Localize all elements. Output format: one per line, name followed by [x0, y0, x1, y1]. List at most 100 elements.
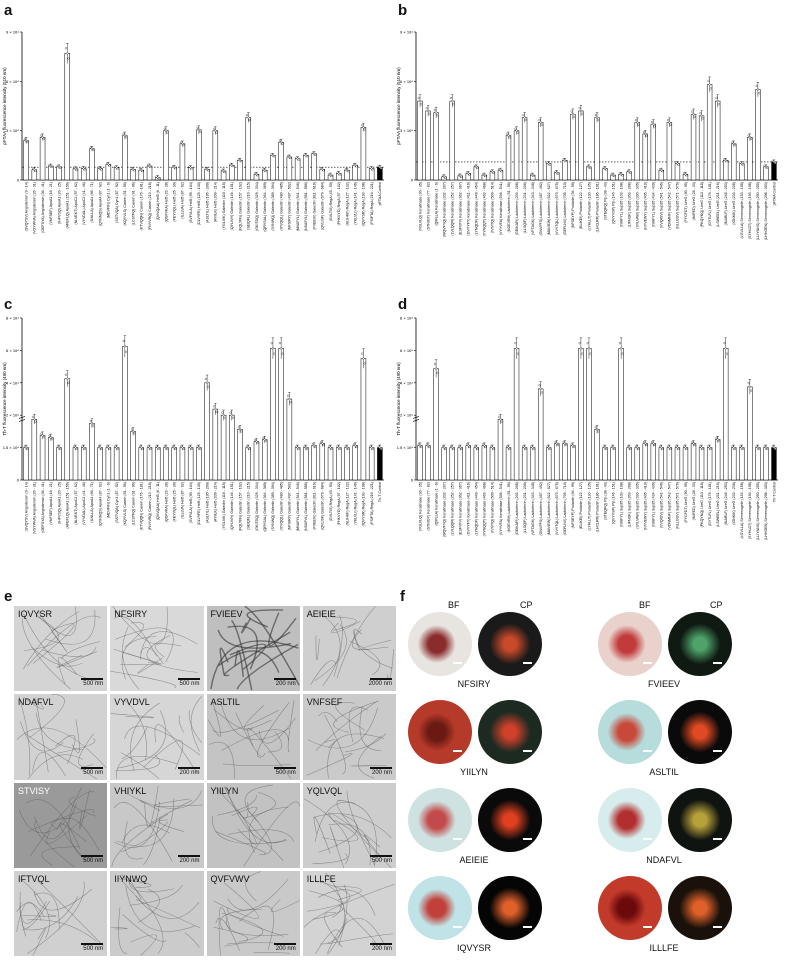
- data-point: [643, 131, 646, 134]
- category-label: (LVLQQR) Keratinase (252 - 257): [451, 182, 455, 235]
- category-label: (IHFVSQ) ApoA1 (20 - 25): [57, 182, 61, 224]
- category-label: (IVIVTQ) Keratinase (509 - 514): [491, 182, 495, 233]
- bar: [113, 447, 120, 481]
- data-point: [320, 441, 323, 444]
- category-label: (WQVFYQ) Keratinase (202 - 207): [442, 482, 446, 537]
- tem-peptide-label: NFSIRY: [114, 609, 148, 619]
- congo-peptide-label: YIILYN: [460, 767, 488, 777]
- bar: [163, 130, 169, 181]
- data-point: [546, 445, 549, 448]
- data-point: [667, 445, 670, 448]
- data-point: [42, 436, 45, 439]
- fibril-texture: [110, 606, 198, 690]
- y-tick-label: 3 × 10⁴: [6, 128, 19, 133]
- bar: [650, 443, 656, 481]
- bar: [505, 447, 512, 481]
- chart-b: 9 × 10⁴ 6 × 10⁴ 3 × 10⁴ 0 pFTAA fluorescence…: [396, 30, 778, 240]
- scale-bar: 500 nm: [177, 678, 200, 687]
- bf-image: [598, 788, 662, 852]
- data-point: [669, 123, 672, 126]
- bar: [634, 447, 640, 481]
- fibril-texture: [303, 872, 395, 955]
- data-point: [425, 443, 428, 446]
- data-point: [287, 394, 290, 397]
- data-point: [739, 445, 742, 448]
- data-point: [771, 445, 774, 448]
- data-point: [106, 445, 109, 448]
- bar: [706, 447, 713, 481]
- category-label: (VVYTQL) Lactoferrin (670 - 675): [555, 182, 559, 235]
- category-label: (IHFVSQ) ApoA1 (20 - 25): [57, 482, 61, 524]
- category-label: (VNFSEF) ApoA1 (16 - 21): [49, 182, 53, 225]
- data-point: [579, 109, 582, 112]
- bar: [294, 447, 301, 481]
- category-label: (LHCLRR) Prolactin (186 - 191): [595, 482, 599, 532]
- tem-image: YIILYN: [206, 782, 300, 868]
- data-point: [116, 167, 119, 170]
- data-point: [59, 447, 62, 450]
- axis-break: [18, 419, 26, 422]
- scale-bar: 200 nm: [370, 766, 392, 776]
- data-point: [668, 121, 671, 124]
- category-label: (FYCFDT) UreG (90 - 95): [684, 182, 688, 223]
- bar: [755, 89, 761, 181]
- data-point: [427, 444, 430, 447]
- data-point: [25, 446, 28, 449]
- data-point: [570, 110, 573, 113]
- data-point: [149, 447, 152, 450]
- data-point: [174, 167, 177, 170]
- category-label: (LVLQQR) Keratinase (252 - 257): [451, 482, 455, 535]
- data-point: [581, 352, 584, 355]
- data-point: [436, 372, 439, 375]
- data-point: [514, 342, 517, 345]
- scale-bar: [713, 662, 722, 664]
- data-point: [562, 441, 565, 444]
- category-label: (LHCLRR) Prolactin (186 - 191): [595, 182, 599, 232]
- data-point: [436, 114, 439, 117]
- data-point: [264, 440, 267, 443]
- bar: [449, 447, 455, 481]
- congo-peptide-label: NFSIRY: [457, 679, 491, 689]
- category-label: (ISNFYL) Sup35 (103 - 108): [619, 482, 623, 527]
- bar: [146, 165, 153, 181]
- category-label: (QVLISF) Galectin (679 - 684): [321, 182, 325, 230]
- data-point: [452, 103, 455, 106]
- data-point: [81, 445, 84, 448]
- data-point: [164, 446, 168, 449]
- data-point: [108, 164, 111, 167]
- tem-image: AEIEIE 2000 nm: [302, 606, 396, 692]
- data-point: [709, 447, 712, 450]
- bar: [270, 348, 276, 481]
- category-label: (GVYYFY) Keratinase (411 - 416): [467, 182, 471, 235]
- data-point: [49, 436, 52, 439]
- category-label: (FVEEIV) Galectin (611 - 616): [312, 182, 316, 230]
- data-point: [100, 447, 103, 450]
- data-point: [122, 132, 125, 135]
- data-point: [491, 446, 494, 449]
- data-point: [708, 446, 711, 449]
- bf-image: [408, 876, 472, 940]
- data-point: [755, 84, 758, 87]
- bar: [578, 348, 584, 481]
- data-point: [354, 444, 357, 447]
- category-label: (PKQYNQ) UreG (113 - 118): [700, 482, 704, 527]
- data-point: [189, 446, 192, 449]
- data-point: [699, 112, 702, 115]
- bar: [747, 136, 753, 181]
- y-tick-label: 6 × 10⁴: [6, 348, 19, 353]
- data-point: [207, 169, 210, 172]
- data-point: [747, 134, 750, 137]
- data-point: [355, 445, 358, 449]
- bar: [319, 443, 326, 481]
- bf-header-right: BF: [639, 600, 651, 610]
- data-point: [578, 342, 581, 345]
- fibril-texture: [212, 871, 300, 956]
- category-label: (QVYVSP) Pip (146 - 151): [611, 182, 615, 224]
- data-point: [476, 166, 479, 169]
- bar: [457, 447, 463, 481]
- data-point: [321, 442, 324, 445]
- bar: [747, 386, 753, 481]
- category-label: (IQVYSR) RegA (193 - 198): [362, 482, 366, 526]
- data-point: [213, 127, 216, 130]
- data-point: [707, 445, 710, 448]
